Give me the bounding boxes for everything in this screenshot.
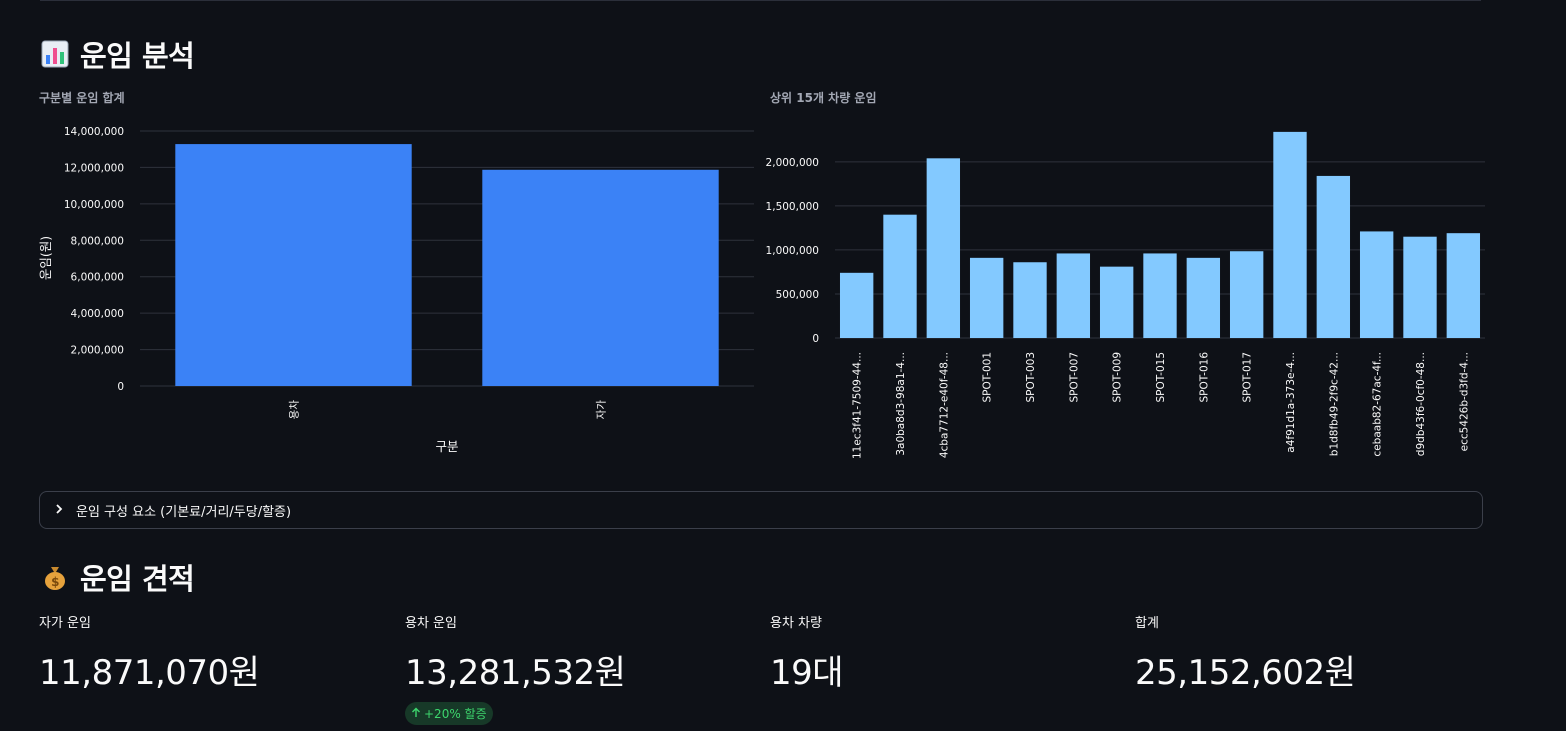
bar[interactable] bbox=[175, 144, 412, 386]
y-tick-label: 8,000,000 bbox=[71, 235, 124, 247]
x-tick-label: SPOT-016 bbox=[1198, 352, 1210, 403]
y-tick-label: 500,000 bbox=[776, 289, 819, 301]
y-tick-label: 2,000,000 bbox=[71, 345, 124, 357]
bar[interactable] bbox=[1446, 233, 1481, 338]
x-tick-label: 11ec3f41-7509-44... bbox=[852, 352, 864, 459]
metric-delta-badge: +20% 할증 bbox=[405, 702, 493, 725]
section-title-estimate: $ 운임 견적 bbox=[40, 556, 195, 598]
bar[interactable] bbox=[1186, 257, 1221, 338]
fee-components-expander[interactable]: 운임 구성 요소 (기본료/거리/두당/할증) bbox=[39, 491, 1483, 529]
metric-delta-text: +20% 할증 bbox=[424, 707, 487, 721]
bar[interactable] bbox=[1056, 253, 1091, 338]
bar-chart-icon bbox=[40, 39, 70, 69]
money-bag-icon: $ bbox=[40, 562, 70, 592]
bar[interactable] bbox=[926, 158, 961, 338]
chart2-title: 상위 15개 차량 운임 bbox=[770, 91, 877, 105]
y-tick-label: 0 bbox=[117, 381, 124, 393]
bar[interactable] bbox=[1316, 175, 1351, 338]
y-tick-label: 10,000,000 bbox=[64, 199, 124, 211]
bar[interactable] bbox=[969, 257, 1004, 338]
bar[interactable] bbox=[1013, 262, 1047, 338]
bar[interactable] bbox=[883, 214, 917, 338]
section-title-text: 운임 분석 bbox=[80, 39, 195, 73]
bar[interactable] bbox=[1359, 231, 1394, 338]
bar[interactable] bbox=[1099, 266, 1134, 338]
svg-text:$: $ bbox=[51, 575, 59, 589]
bar[interactable] bbox=[1273, 131, 1307, 338]
y-axis-label: 운임(원) bbox=[38, 236, 53, 280]
x-axis-label: 구분 bbox=[435, 439, 458, 454]
top-divider bbox=[40, 0, 1481, 1]
y-tick-label: 2,000,000 bbox=[766, 157, 819, 169]
bar[interactable] bbox=[1229, 251, 1264, 338]
metric-value: 19대 bbox=[770, 653, 844, 693]
x-tick-label: 4cba7712-e40f-48... bbox=[938, 352, 950, 458]
metric-rental-count: 용차 차량 19대 bbox=[770, 612, 844, 694]
metric-label: 합계 bbox=[1135, 616, 1159, 631]
metric-label: 용차 차량 bbox=[770, 616, 822, 631]
bar[interactable] bbox=[1143, 253, 1177, 338]
chart1-title: 구분별 운임 합계 bbox=[39, 91, 125, 105]
x-tick-label: ecc5426b-d3fd-4... bbox=[1458, 352, 1470, 451]
metric-value: 11,871,070원 bbox=[39, 653, 260, 693]
x-tick-label: SPOT-015 bbox=[1155, 352, 1167, 403]
x-tick-label: 용차 bbox=[289, 400, 301, 420]
metric-value: 13,281,532원 bbox=[405, 653, 626, 693]
metric-label: 용차 운임 bbox=[405, 616, 457, 631]
chart1-svg[interactable]: 0 2,000,000 4,000,000 6,000,000 8,000,000 10,… bbox=[30, 110, 770, 470]
metric-value: 25,152,602원 bbox=[1135, 653, 1356, 693]
x-tick-label: SPOT-001 bbox=[982, 352, 994, 403]
y-tick-label: 4,000,000 bbox=[71, 308, 124, 320]
y-tick-label: 0 bbox=[812, 333, 819, 345]
x-tick-label: b1d8fb49-2f9c-42... bbox=[1328, 352, 1340, 456]
x-tick-label: 3a0ba8d3-98a1-4... bbox=[895, 352, 907, 456]
y-tick-label: 6,000,000 bbox=[71, 272, 124, 284]
chart2-svg[interactable]: 0 500,000 1,000,000 1,500,000 2,000,000 11ec3… bbox=[760, 110, 1500, 470]
section-title-analysis: 운임 분석 bbox=[40, 33, 195, 75]
metric-total: 합계 25,152,602원 bbox=[1135, 612, 1356, 694]
chevron-right-icon bbox=[54, 503, 64, 517]
x-tick-label: a4f91d1a-373e-4... bbox=[1285, 352, 1297, 453]
y-tick-label: 1,500,000 bbox=[766, 201, 819, 213]
bar[interactable] bbox=[482, 169, 719, 386]
metric-rental-fee: 용차 운임 13,281,532원 +20% 할증 bbox=[405, 612, 626, 725]
bar[interactable] bbox=[1403, 236, 1437, 338]
bar[interactable] bbox=[839, 272, 874, 338]
metric-label: 자가 운임 bbox=[39, 616, 91, 631]
x-tick-label: cebaab82-67ac-4f... bbox=[1372, 352, 1384, 457]
arrow-up-icon bbox=[411, 707, 421, 721]
x-tick-label: SPOT-009 bbox=[1112, 352, 1124, 403]
x-tick-label: SPOT-017 bbox=[1242, 352, 1254, 403]
y-tick-label: 1,000,000 bbox=[766, 245, 819, 257]
expander-label: 운임 구성 요소 (기본료/거리/두당/할증) bbox=[76, 504, 292, 520]
x-tick-label: d9db43f6-0cf0-48... bbox=[1415, 352, 1427, 456]
x-tick-label: SPOT-007 bbox=[1068, 352, 1080, 403]
y-tick-label: 14,000,000 bbox=[64, 126, 124, 138]
x-tick-label: SPOT-003 bbox=[1025, 352, 1037, 403]
metric-own-fee: 자가 운임 11,871,070원 bbox=[39, 612, 260, 694]
y-tick-label: 12,000,000 bbox=[64, 162, 124, 174]
section-title-text: 운임 견적 bbox=[80, 562, 195, 596]
x-tick-label: 자가 bbox=[596, 400, 608, 420]
